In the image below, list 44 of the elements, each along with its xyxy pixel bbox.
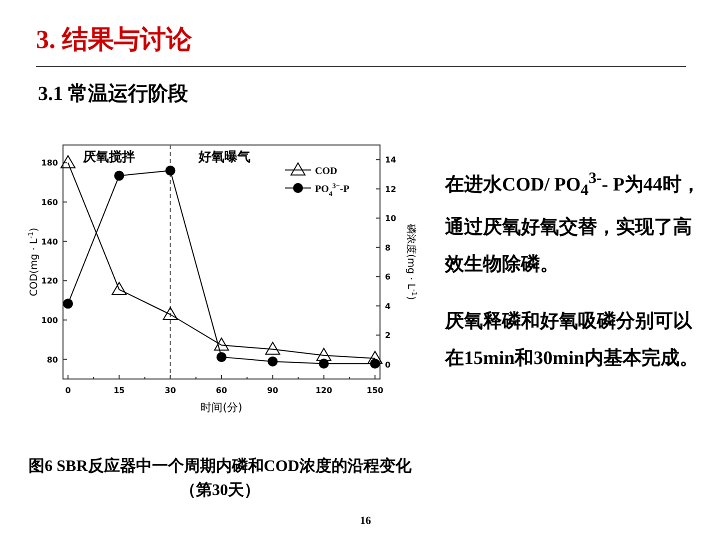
point	[114, 170, 124, 181]
annotation: 厌氧搅拌	[83, 149, 135, 164]
x-tick-label: 60	[216, 386, 228, 395]
point	[265, 342, 280, 355]
legend-label: PO$_{4}$$^{3−}$-P	[315, 182, 350, 198]
subtitle: 3.1 常温运行阶段	[38, 82, 188, 107]
y2-tick-label: 12	[385, 184, 396, 194]
point	[268, 356, 278, 366]
legend-label: COD	[315, 166, 338, 177]
y-tick-label: 180	[41, 158, 58, 168]
y2-tick-label: 6	[385, 272, 391, 282]
point	[60, 155, 76, 168]
y-tick-label: 160	[41, 198, 58, 208]
point	[63, 298, 73, 309]
title: 3. 结果与讨论	[36, 24, 192, 56]
x-tick-label: 90	[267, 386, 279, 395]
y2-tick-label: 2	[385, 331, 391, 340]
point	[316, 348, 332, 361]
x-tick-label: 15	[114, 386, 126, 395]
point	[214, 338, 229, 351]
y-tick-label: 140	[41, 237, 58, 246]
y-tick-label: 100	[41, 316, 58, 326]
annotation: 16	[360, 515, 371, 527]
y-tick-label: 80	[46, 355, 58, 364]
annotation: 厌氧释磷和好氧吸磷分别可以在15min和30min内基本完成。	[445, 310, 700, 371]
y2-tick-label: 14	[385, 156, 397, 165]
x-tick-label: 0	[65, 386, 72, 395]
x-tick-label: 120	[315, 386, 333, 395]
y2-tick-label: 4	[385, 302, 391, 311]
y-tick-label: 120	[41, 276, 58, 286]
annotation: 好氧曝气	[198, 149, 250, 164]
annotation: 在进水COD/ PO$_{4}$$^{3-}$- P为44时，通过厌氧好氧交替，实现了高效生物除磷。	[445, 169, 702, 278]
point	[368, 350, 382, 364]
y2-tick-label: 8	[385, 243, 391, 252]
point	[216, 352, 226, 362]
point	[162, 307, 178, 320]
point	[165, 166, 176, 176]
x-tick-label: 150	[366, 386, 384, 395]
x-axis-title: 时间(分)	[200, 401, 242, 414]
annotation: 图6 SBR反应器中一个周期内磷和COD浓度的沿程变化（第30天）	[28, 456, 412, 501]
x-tick-label: 30	[164, 386, 176, 395]
y2-tick-label: 10	[385, 214, 397, 224]
y2-tick-label: 0	[385, 360, 391, 370]
point	[112, 282, 127, 296]
